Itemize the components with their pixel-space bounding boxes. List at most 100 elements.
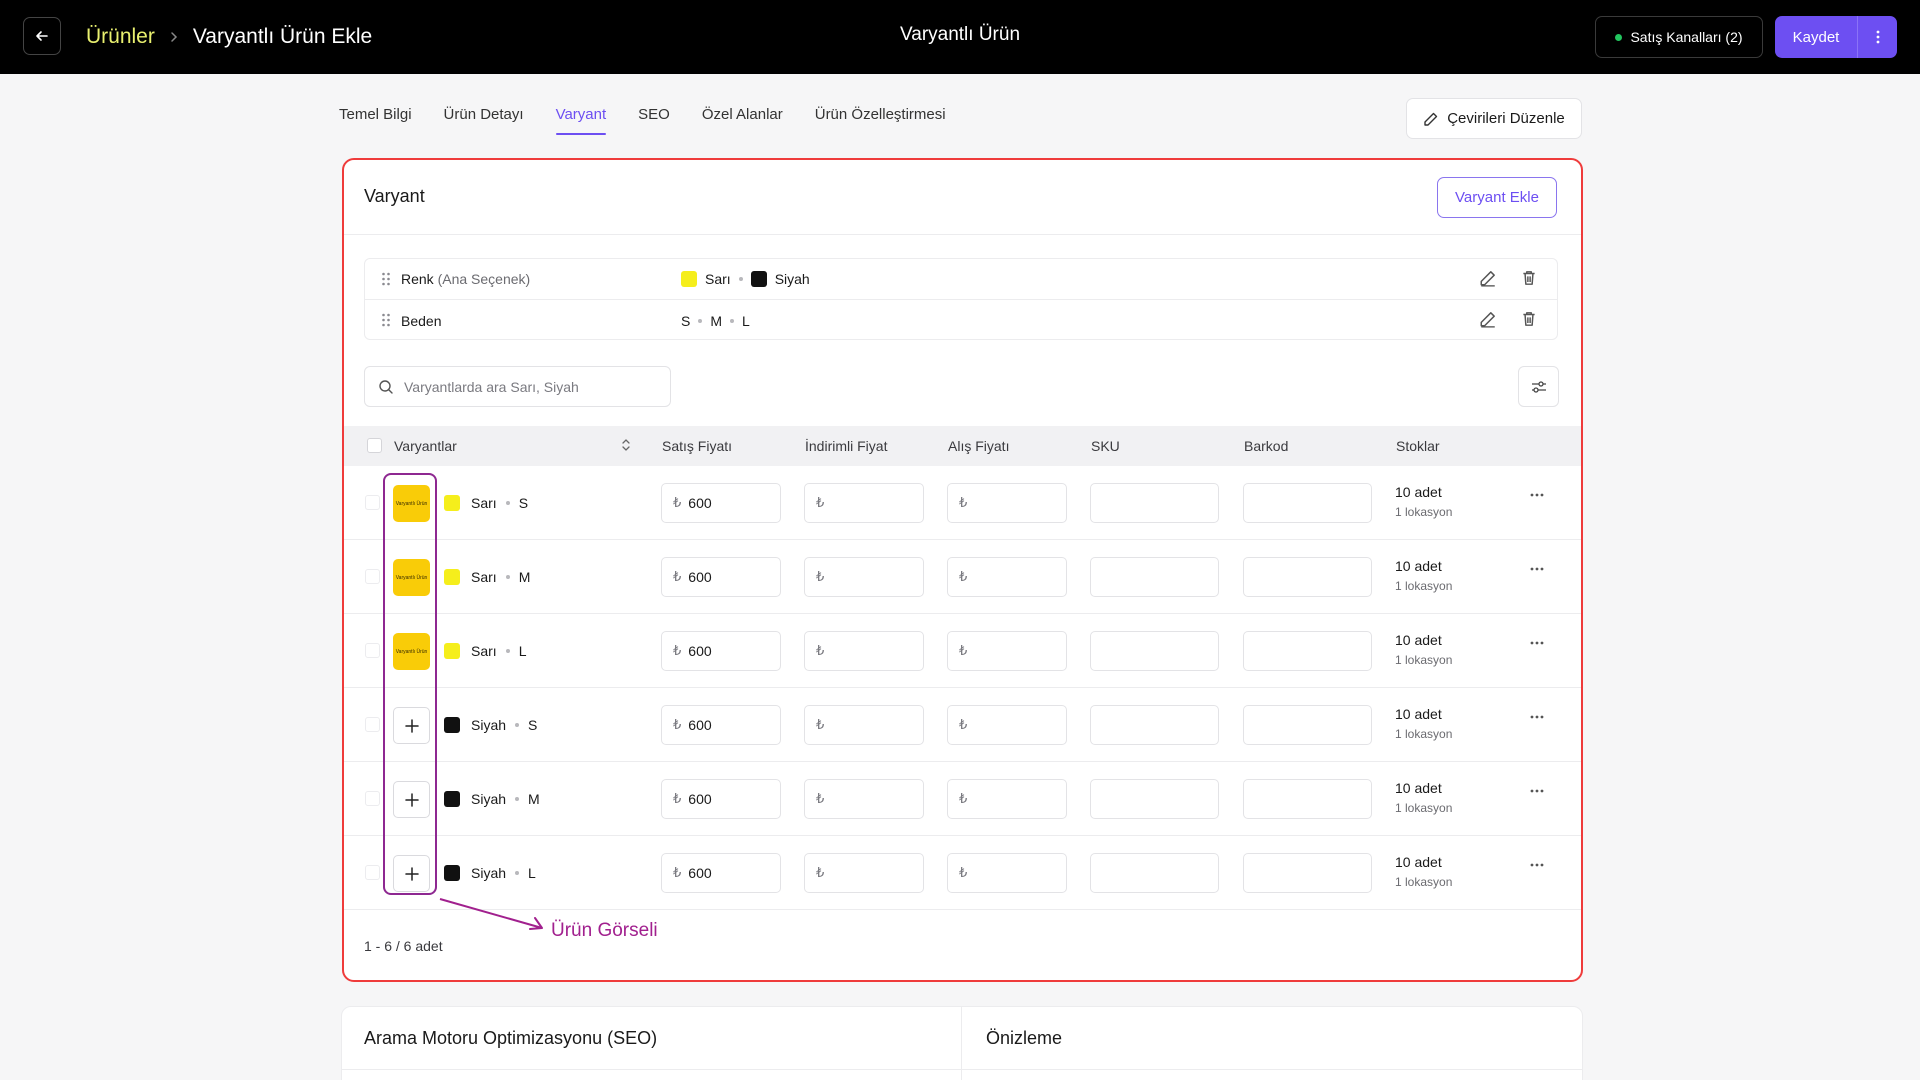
sliders-icon: [1531, 380, 1546, 393]
pagination-summary: 1 - 6 / 6 adet: [364, 938, 443, 954]
tab-custom-fields[interactable]: Özel Alanlar: [701, 106, 783, 123]
more-horizontal-icon[interactable]: [1529, 788, 1545, 794]
more-horizontal-icon[interactable]: [1529, 640, 1545, 646]
drag-handle-icon[interactable]: [381, 272, 391, 286]
currency-symbol: ₺: [959, 569, 968, 584]
sku-input[interactable]: [1102, 495, 1162, 511]
trash-icon[interactable]: [1520, 269, 1538, 287]
barcode-input[interactable]: [1255, 643, 1315, 659]
discount-price-input[interactable]: [831, 495, 892, 511]
divider: [961, 1007, 962, 1080]
discount-price-field: ₺: [804, 705, 924, 745]
currency-symbol: ₺: [673, 569, 682, 584]
sale-price-input[interactable]: [688, 791, 749, 807]
purchase-price-input[interactable]: [974, 495, 1035, 511]
table-row: Siyah S ₺ ₺ ₺ 10 adet 1 lokasyon: [344, 688, 1581, 762]
discount-price-field: ₺: [804, 483, 924, 523]
breadcrumb-products-link[interactable]: Ürünler: [86, 25, 155, 48]
stock-info[interactable]: 10 adet 1 lokasyon: [1395, 780, 1452, 815]
tab-product-detail[interactable]: Ürün Detayı: [443, 106, 524, 123]
pencil-icon[interactable]: [1479, 310, 1497, 328]
currency-symbol: ₺: [959, 865, 968, 880]
variant-search-input[interactable]: [404, 378, 654, 395]
product-image-thumbnail[interactable]: Varyantlı Ürün: [393, 559, 430, 596]
sales-channels-button[interactable]: Satış Kanalları (2): [1595, 16, 1763, 58]
sku-input[interactable]: [1102, 865, 1162, 881]
sort-icon[interactable]: [621, 438, 631, 452]
purchase-price-field: ₺: [947, 779, 1067, 819]
back-button[interactable]: [23, 17, 61, 55]
edit-translations-button[interactable]: Çevirileri Düzenle: [1406, 98, 1582, 139]
barcode-input[interactable]: [1255, 791, 1315, 807]
product-image-thumbnail[interactable]: Varyantlı Ürün: [393, 633, 430, 670]
discount-price-input[interactable]: [831, 865, 892, 881]
tab-variant[interactable]: Varyant: [555, 106, 606, 135]
discount-price-input[interactable]: [831, 717, 892, 733]
color-swatch: [444, 643, 460, 659]
tab-product-customization[interactable]: Ürün Özelleştirmesi: [814, 106, 946, 123]
row-checkbox[interactable]: [365, 717, 380, 732]
barcode-input[interactable]: [1255, 865, 1315, 881]
sale-price-input[interactable]: [688, 495, 749, 511]
barcode-input[interactable]: [1255, 717, 1315, 733]
table-row: Siyah L ₺ ₺ ₺ 10 adet 1 lokasyon: [344, 836, 1581, 910]
currency-symbol: ₺: [816, 791, 825, 806]
sku-input[interactable]: [1102, 717, 1162, 733]
stock-info[interactable]: 10 adet 1 lokasyon: [1395, 854, 1452, 889]
variant-table-header: Varyantlar Satış Fiyatı İndirimli Fiyat …: [344, 426, 1581, 466]
row-checkbox[interactable]: [365, 791, 380, 806]
sku-input[interactable]: [1102, 791, 1162, 807]
purchase-price-field: ₺: [947, 483, 1067, 523]
discount-price-input[interactable]: [831, 791, 892, 807]
more-horizontal-icon[interactable]: [1529, 566, 1545, 572]
more-horizontal-icon[interactable]: [1529, 862, 1545, 868]
purchase-price-input[interactable]: [974, 643, 1035, 659]
save-button[interactable]: Kaydet: [1792, 28, 1840, 46]
sale-price-input[interactable]: [688, 865, 749, 881]
row-checkbox[interactable]: [365, 643, 380, 658]
stock-info[interactable]: 10 adet 1 lokasyon: [1395, 706, 1452, 741]
add-image-button[interactable]: [393, 781, 430, 818]
row-checkbox[interactable]: [365, 495, 380, 510]
more-horizontal-icon[interactable]: [1529, 492, 1545, 498]
product-image-thumbnail[interactable]: Varyantlı Ürün: [393, 485, 430, 522]
save-button-group: Kaydet: [1775, 16, 1897, 58]
sale-price-input[interactable]: [688, 569, 749, 585]
filter-button[interactable]: [1518, 366, 1559, 407]
tab-seo[interactable]: SEO: [638, 106, 670, 123]
more-horizontal-icon[interactable]: [1529, 714, 1545, 720]
purchase-price-input[interactable]: [974, 865, 1035, 881]
column-discount-price: İndirimli Fiyat: [805, 438, 888, 454]
add-image-button[interactable]: [393, 855, 430, 892]
row-checkbox[interactable]: [365, 569, 380, 584]
barcode-input[interactable]: [1255, 569, 1315, 585]
row-checkbox[interactable]: [365, 865, 380, 880]
separator-dot: [505, 649, 510, 653]
stock-info[interactable]: 10 adet 1 lokasyon: [1395, 484, 1452, 519]
barcode-field: [1243, 705, 1372, 745]
stock-info[interactable]: 10 adet 1 lokasyon: [1395, 632, 1452, 667]
pencil-icon[interactable]: [1479, 269, 1497, 287]
drag-handle-icon[interactable]: [381, 313, 391, 327]
discount-price-input[interactable]: [831, 643, 892, 659]
tab-basic-info[interactable]: Temel Bilgi: [339, 106, 412, 123]
sale-price-input[interactable]: [688, 717, 749, 733]
purchase-price-input[interactable]: [974, 717, 1035, 733]
trash-icon[interactable]: [1520, 310, 1538, 328]
barcode-input[interactable]: [1255, 495, 1315, 511]
purchase-price-input[interactable]: [974, 569, 1035, 585]
sku-input[interactable]: [1102, 643, 1162, 659]
save-more-button[interactable]: [1857, 16, 1897, 58]
variant-color: Sarı: [471, 495, 497, 511]
purchase-price-field: ₺: [947, 705, 1067, 745]
add-variant-button[interactable]: Varyant Ekle: [1437, 177, 1557, 218]
discount-price-input[interactable]: [831, 569, 892, 585]
sku-input[interactable]: [1102, 569, 1162, 585]
sale-price-input[interactable]: [688, 643, 749, 659]
stock-info[interactable]: 10 adet 1 lokasyon: [1395, 558, 1452, 593]
barcode-field: [1243, 631, 1372, 671]
add-image-button[interactable]: [393, 707, 430, 744]
purchase-price-input[interactable]: [974, 791, 1035, 807]
select-all-checkbox[interactable]: [367, 438, 382, 453]
sales-channels-label: Satış Kanalları (2): [1630, 29, 1743, 45]
